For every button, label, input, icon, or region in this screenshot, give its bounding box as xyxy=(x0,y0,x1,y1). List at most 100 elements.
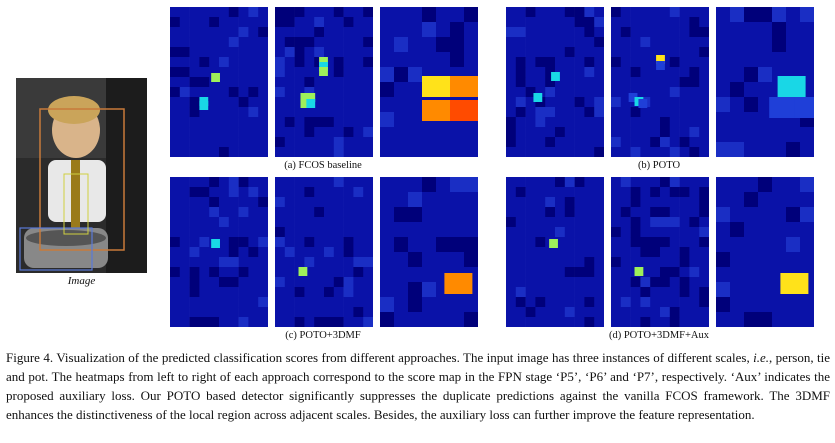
heatmap-cell xyxy=(699,237,709,248)
heatmap-cell xyxy=(275,207,286,218)
heatmap-cell xyxy=(525,277,536,288)
heatmap-cell xyxy=(611,257,622,268)
heatmap-cell xyxy=(304,87,315,98)
heatmap-cell xyxy=(744,252,759,268)
heatmap-cell xyxy=(716,267,731,283)
heatmap-cell xyxy=(408,22,423,38)
heatmap-cell xyxy=(199,37,210,48)
heatmap-cell xyxy=(179,317,190,327)
heatmap-cell xyxy=(611,277,622,288)
heatmap-cell xyxy=(640,217,651,228)
heatmap-cell xyxy=(294,257,305,268)
heatmap-cell xyxy=(284,117,295,128)
heatmap-cell xyxy=(611,237,622,248)
heatmap-cell xyxy=(611,37,622,48)
heatmap-cell xyxy=(209,197,220,208)
heatmap-cell xyxy=(730,222,745,238)
heatmap-cell xyxy=(228,237,239,248)
heatmap-cell xyxy=(464,252,478,268)
heatmap-cell xyxy=(275,57,286,68)
heatmap-cell xyxy=(800,127,814,143)
heatmap-cell xyxy=(238,137,249,148)
heatmap-cell xyxy=(689,127,700,138)
heatmap-cell xyxy=(716,207,731,223)
heatmap-cell xyxy=(730,127,745,143)
heatmap-cell xyxy=(333,37,344,48)
heatmap-cell xyxy=(343,217,354,228)
heatmap-cell xyxy=(730,252,745,268)
heatmap-cell xyxy=(620,87,631,98)
heatmap-cell xyxy=(258,97,268,108)
heatmap-cell xyxy=(380,142,395,157)
heatmap-cell xyxy=(324,227,335,238)
heatmap-cell xyxy=(394,312,409,327)
heatmap-cell xyxy=(689,37,700,48)
heatmap-cell xyxy=(248,197,259,208)
heatmap-cell xyxy=(506,87,517,98)
heatmap-cell xyxy=(343,7,354,18)
heatmap-cell xyxy=(436,312,451,327)
heatmap-cell xyxy=(179,97,190,108)
heatmap-cell xyxy=(343,37,354,48)
heatmap-cell xyxy=(436,7,451,23)
heatmap-cell xyxy=(199,247,210,258)
heatmap-cell xyxy=(228,57,239,68)
heatmap-cell xyxy=(555,297,566,308)
heatmap-cell xyxy=(464,142,478,157)
heatmap-cell xyxy=(170,237,181,248)
heatmap-cell xyxy=(660,87,671,98)
heatmap-cell xyxy=(209,87,220,98)
heatmap-cell xyxy=(758,67,773,83)
heatmap-cell xyxy=(189,177,200,188)
heatmap-cell xyxy=(294,7,305,18)
heatmap-cell xyxy=(545,187,556,198)
heatmap-cell xyxy=(545,87,556,98)
heatmap-cell xyxy=(258,277,268,288)
heatmap-cell xyxy=(189,87,200,98)
heatmap-cell xyxy=(189,197,200,208)
heatmap-cell xyxy=(555,107,566,118)
heatmap-cell xyxy=(744,267,759,283)
heatmap-cell xyxy=(611,287,622,298)
heatmap-cell xyxy=(199,77,210,88)
heatmap-cell xyxy=(219,7,230,18)
heatmap-cell xyxy=(436,222,451,238)
heatmap-hotspot xyxy=(777,76,806,97)
heatmap-cell xyxy=(564,177,575,188)
heatmap-cell xyxy=(574,297,585,308)
heatmap-cell xyxy=(275,317,286,327)
heatmap-cell xyxy=(199,127,210,138)
heatmap-cell xyxy=(189,117,200,128)
heatmap-cell xyxy=(689,277,700,288)
heatmap-cell xyxy=(304,207,315,218)
heatmap-cell xyxy=(535,287,546,298)
heatmap-cell xyxy=(630,77,641,88)
heatmap-cell xyxy=(333,267,344,278)
heatmap-cell xyxy=(545,267,556,278)
heatmap-cell xyxy=(304,27,315,38)
heatmap-cell xyxy=(380,177,395,193)
heatmap-cell xyxy=(699,267,709,278)
heatmap-cell xyxy=(730,267,745,283)
heatmap-cell xyxy=(758,252,773,268)
heatmap-cell xyxy=(506,307,517,318)
heatmap-cell xyxy=(669,187,680,198)
heatmap-cell xyxy=(170,287,181,298)
heatmap-cell xyxy=(228,247,239,258)
heatmap-cell xyxy=(394,67,409,83)
heatmap-cell xyxy=(744,37,759,53)
heatmap-cell xyxy=(650,7,661,18)
heatmap-cell xyxy=(689,287,700,298)
heatmap-cell xyxy=(660,207,671,218)
heatmap-cell xyxy=(640,57,651,68)
heatmap-cell xyxy=(640,47,651,58)
heatmap-cell xyxy=(275,37,286,48)
heatmap-cell xyxy=(506,57,517,68)
heatmap-cell xyxy=(744,22,759,38)
heatmap-cell xyxy=(436,192,451,208)
heatmap-cell xyxy=(611,77,622,88)
heatmap-cell xyxy=(584,17,595,28)
heatmap-cell xyxy=(640,257,651,268)
heatmap-cell xyxy=(275,237,286,248)
heatmap-cell xyxy=(630,237,641,248)
